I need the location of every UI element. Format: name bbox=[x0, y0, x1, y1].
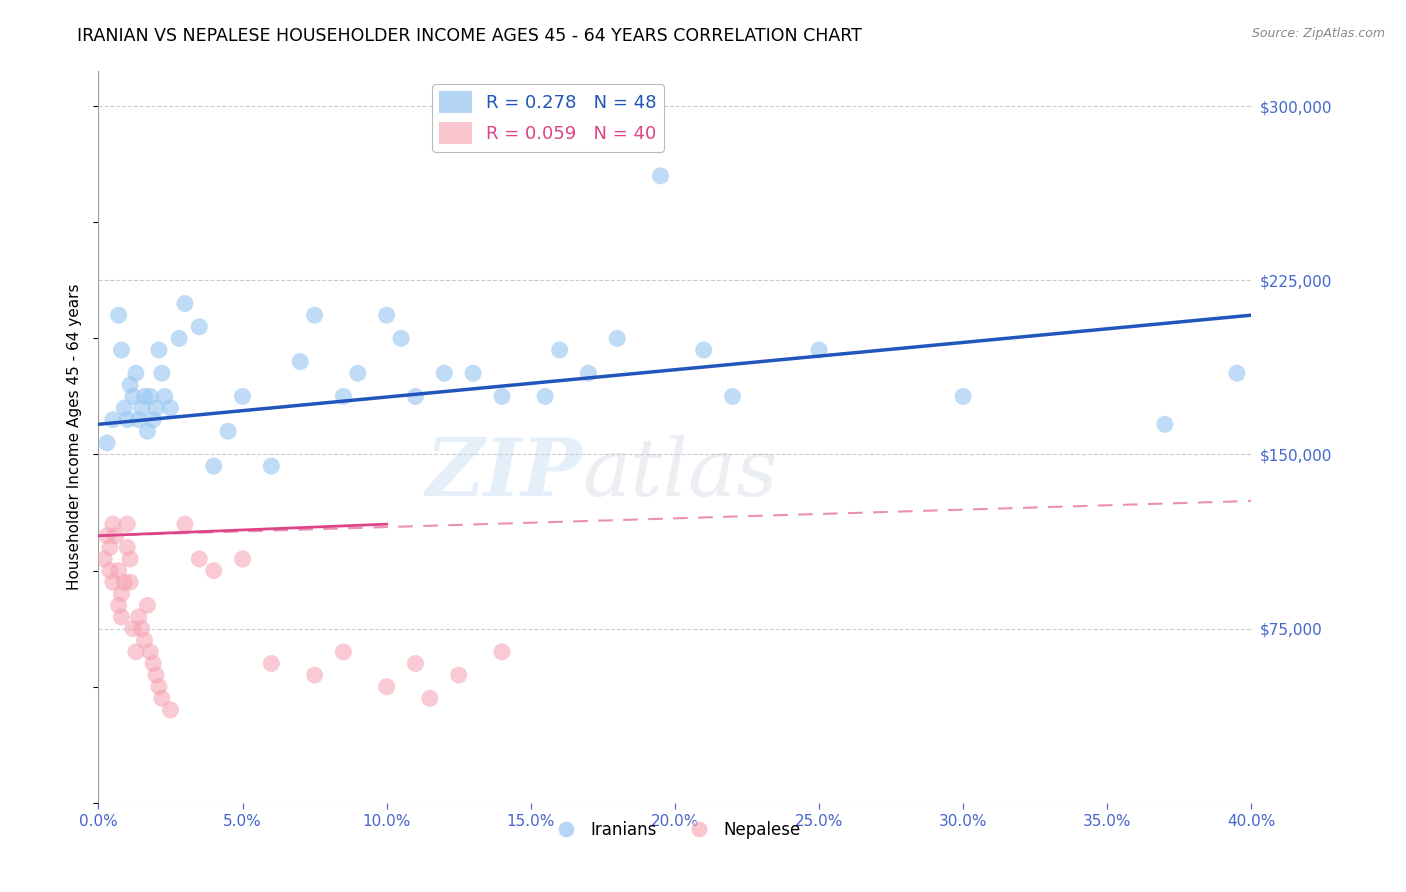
Point bbox=[98, 564, 121, 578]
Point bbox=[304, 668, 326, 682]
Point bbox=[188, 552, 211, 566]
Point bbox=[491, 389, 513, 403]
Point bbox=[148, 680, 170, 694]
Y-axis label: Householder Income Ages 45 - 64 years: Householder Income Ages 45 - 64 years bbox=[67, 284, 83, 591]
Point bbox=[145, 401, 167, 415]
Point bbox=[606, 331, 628, 345]
Point bbox=[148, 343, 170, 357]
Point bbox=[136, 424, 159, 438]
Point bbox=[260, 459, 283, 474]
Point bbox=[112, 401, 135, 415]
Point bbox=[808, 343, 831, 357]
Point bbox=[96, 436, 118, 450]
Point bbox=[110, 587, 132, 601]
Point bbox=[332, 645, 354, 659]
Point bbox=[101, 412, 124, 426]
Point bbox=[375, 308, 398, 322]
Point bbox=[304, 308, 326, 322]
Point bbox=[347, 366, 370, 380]
Point bbox=[142, 412, 165, 426]
Point bbox=[952, 389, 974, 403]
Point bbox=[491, 645, 513, 659]
Point bbox=[202, 459, 225, 474]
Point bbox=[721, 389, 744, 403]
Point bbox=[125, 645, 148, 659]
Point bbox=[110, 343, 132, 357]
Point bbox=[153, 389, 176, 403]
Point bbox=[107, 308, 129, 322]
Point bbox=[419, 691, 441, 706]
Point bbox=[101, 517, 124, 532]
Point bbox=[260, 657, 283, 671]
Point bbox=[120, 575, 142, 590]
Point bbox=[131, 401, 153, 415]
Point bbox=[174, 296, 197, 310]
Point bbox=[112, 575, 135, 590]
Point bbox=[142, 657, 165, 671]
Text: ZIP: ZIP bbox=[426, 435, 582, 512]
Point bbox=[93, 552, 115, 566]
Point bbox=[150, 366, 173, 380]
Point bbox=[174, 517, 197, 532]
Point bbox=[188, 319, 211, 334]
Point bbox=[332, 389, 354, 403]
Point bbox=[145, 668, 167, 682]
Point bbox=[578, 366, 600, 380]
Point bbox=[1226, 366, 1249, 380]
Point bbox=[134, 633, 156, 648]
Point bbox=[217, 424, 239, 438]
Point bbox=[122, 622, 145, 636]
Legend: Iranians, Nepalese: Iranians, Nepalese bbox=[543, 814, 807, 846]
Text: Source: ZipAtlas.com: Source: ZipAtlas.com bbox=[1251, 27, 1385, 40]
Point bbox=[463, 366, 485, 380]
Point bbox=[405, 657, 427, 671]
Point bbox=[231, 552, 254, 566]
Point bbox=[110, 610, 132, 624]
Point bbox=[107, 564, 129, 578]
Point bbox=[231, 389, 254, 403]
Point bbox=[136, 599, 159, 613]
Point bbox=[131, 622, 153, 636]
Point bbox=[139, 389, 162, 403]
Point bbox=[107, 599, 129, 613]
Point bbox=[101, 575, 124, 590]
Point bbox=[139, 645, 162, 659]
Point bbox=[389, 331, 412, 345]
Point bbox=[128, 412, 150, 426]
Point bbox=[290, 354, 312, 368]
Point bbox=[548, 343, 571, 357]
Point bbox=[375, 680, 398, 694]
Text: IRANIAN VS NEPALESE HOUSEHOLDER INCOME AGES 45 - 64 YEARS CORRELATION CHART: IRANIAN VS NEPALESE HOUSEHOLDER INCOME A… bbox=[77, 27, 862, 45]
Point bbox=[125, 366, 148, 380]
Point bbox=[96, 529, 118, 543]
Point bbox=[159, 703, 181, 717]
Point bbox=[122, 389, 145, 403]
Point bbox=[405, 389, 427, 403]
Point bbox=[1154, 417, 1177, 432]
Point bbox=[117, 412, 139, 426]
Point bbox=[650, 169, 672, 183]
Point bbox=[98, 541, 121, 555]
Point bbox=[433, 366, 456, 380]
Text: atlas: atlas bbox=[582, 435, 778, 512]
Point bbox=[150, 691, 173, 706]
Point bbox=[447, 668, 470, 682]
Point bbox=[120, 377, 142, 392]
Point bbox=[202, 564, 225, 578]
Point bbox=[120, 552, 142, 566]
Point bbox=[159, 401, 181, 415]
Point bbox=[128, 610, 150, 624]
Point bbox=[167, 331, 190, 345]
Point bbox=[134, 389, 156, 403]
Point bbox=[117, 517, 139, 532]
Point bbox=[693, 343, 716, 357]
Point bbox=[104, 529, 127, 543]
Point bbox=[534, 389, 557, 403]
Point bbox=[117, 541, 139, 555]
